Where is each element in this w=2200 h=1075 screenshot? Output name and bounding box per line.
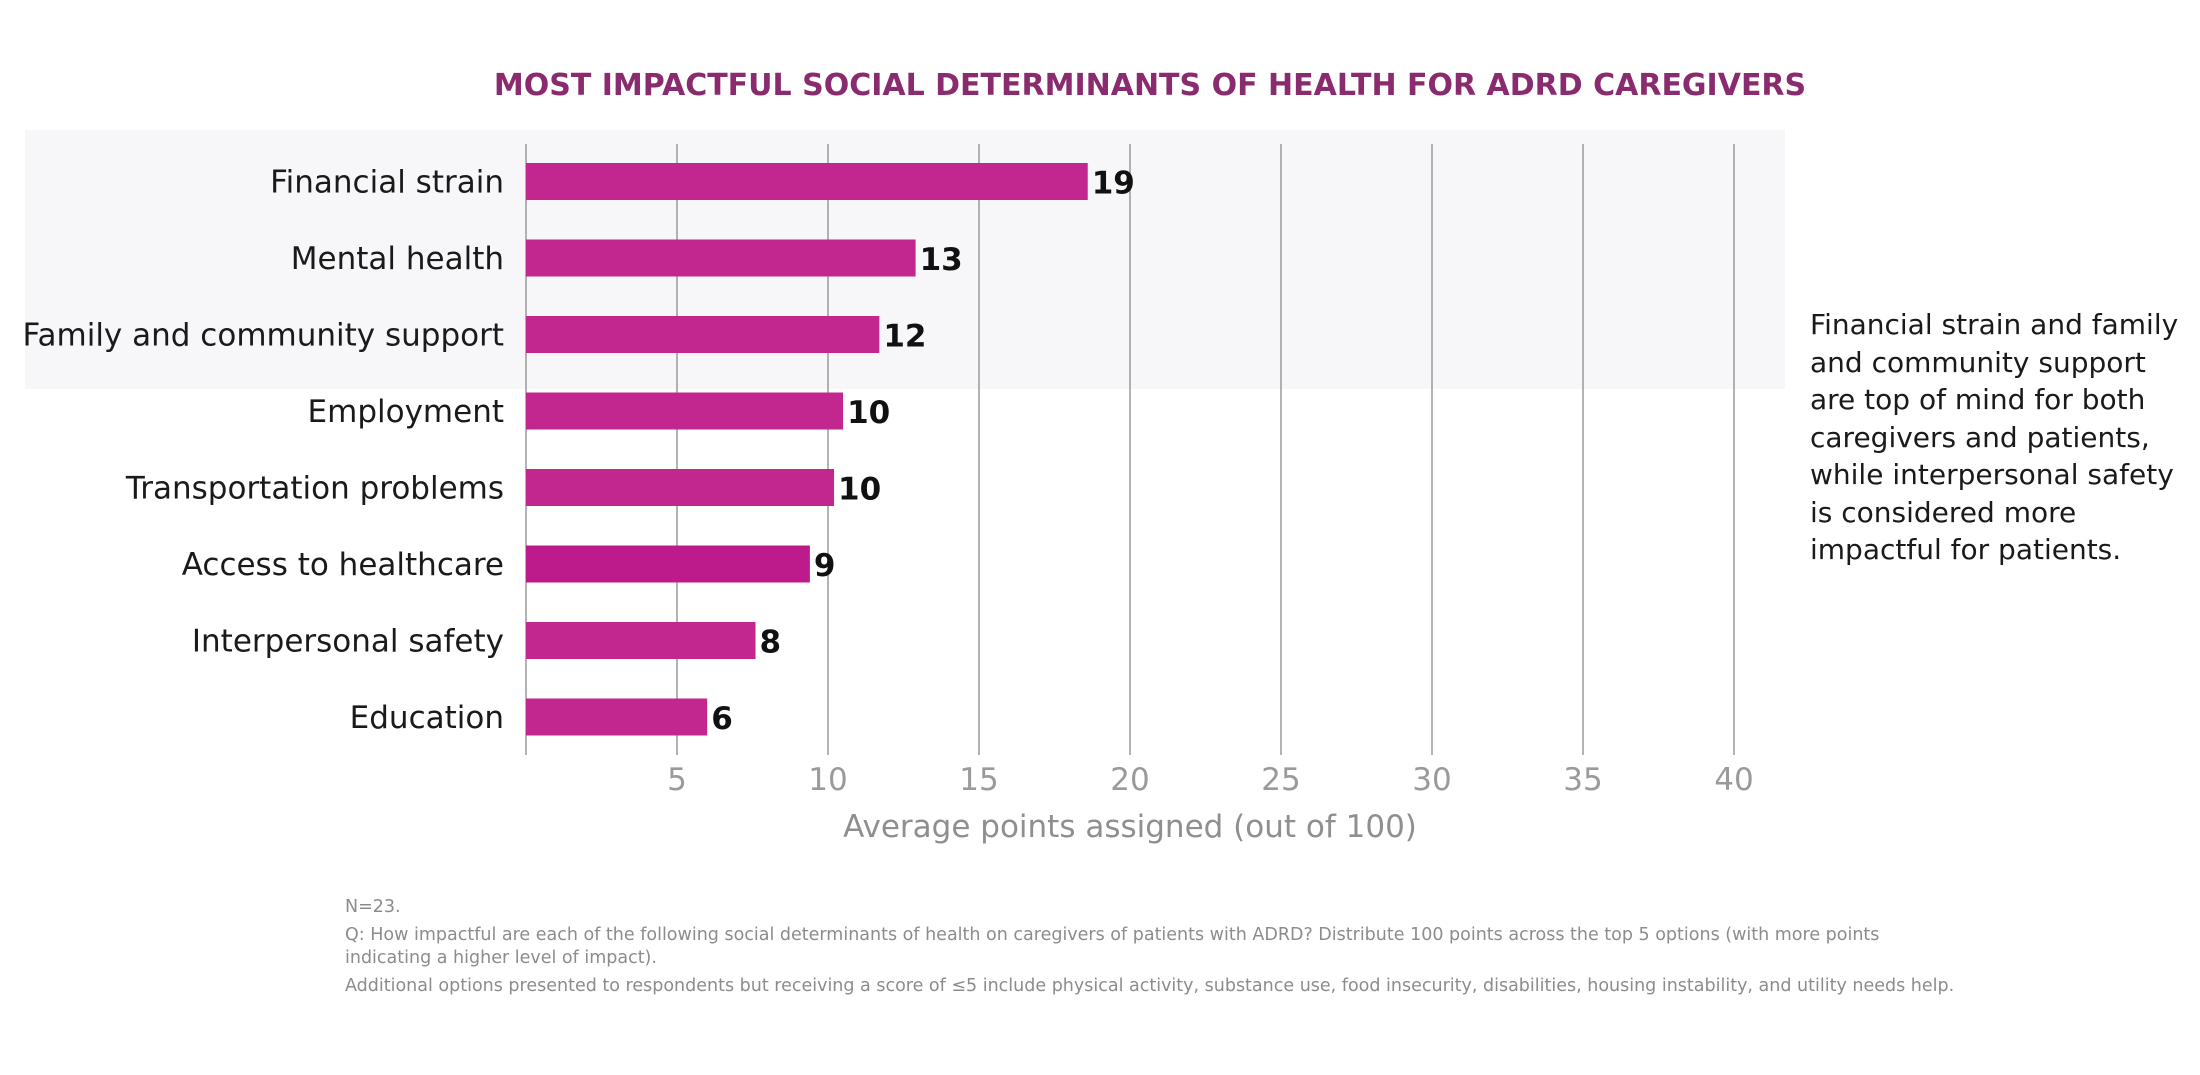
footnote-question: Q: How impactful are each of the followi… [345, 925, 1880, 968]
chart-title: MOST IMPACTFUL SOCIAL DETERMINANTS OF HE… [493, 68, 1807, 103]
category-label: Mental health [291, 241, 504, 277]
data-label: 13 [920, 242, 963, 278]
x-tick-label: 20 [1110, 762, 1149, 798]
bar [526, 163, 1088, 200]
bar-layer [526, 163, 1088, 736]
data-label: 6 [711, 701, 733, 737]
x-tick-label: 10 [808, 762, 847, 798]
category-label: Financial strain [270, 165, 504, 201]
category-label: Transportation problems [125, 471, 504, 507]
bar [526, 545, 810, 583]
data-label: 8 [760, 625, 782, 661]
x-tick-label: 15 [959, 762, 998, 798]
category-label: Education [350, 700, 504, 736]
category-label: Access to healthcare [182, 547, 504, 583]
x-axis-title: Average points assigned (out of 100) [843, 809, 1417, 845]
bar [526, 239, 916, 277]
footnotes: N=23. Q: How impactful are each of the f… [345, 896, 1955, 1003]
data-label: 9 [814, 548, 836, 584]
gridline-layer [525, 144, 1735, 755]
x-tick-label: 35 [1563, 762, 1602, 798]
x-tick-label: 30 [1412, 762, 1451, 798]
footnote-additional-options: Additional options presented to responde… [345, 976, 1955, 996]
bar [526, 392, 844, 430]
data-label: 19 [1092, 166, 1135, 202]
category-label: Interpersonal safety [192, 624, 504, 660]
bar [526, 622, 756, 659]
x-tick-label: 25 [1261, 762, 1300, 798]
label-layer: 5 10 15 20 25 30 35 40 Average points assigned (… [23, 165, 1754, 846]
x-tick-label: 5 [667, 762, 687, 798]
data-label: 10 [838, 472, 881, 508]
x-tick-label: 40 [1714, 762, 1753, 798]
category-label: Family and community support [23, 318, 504, 354]
footnote-sample-size: N=23. [345, 897, 401, 917]
bar [526, 469, 835, 506]
bar [526, 698, 708, 736]
data-label: 10 [847, 395, 890, 431]
side-note: Financial strain and family and communit… [1810, 308, 2179, 566]
data-label: 12 [883, 319, 926, 355]
bar [526, 316, 880, 353]
category-label: Employment [308, 394, 504, 430]
